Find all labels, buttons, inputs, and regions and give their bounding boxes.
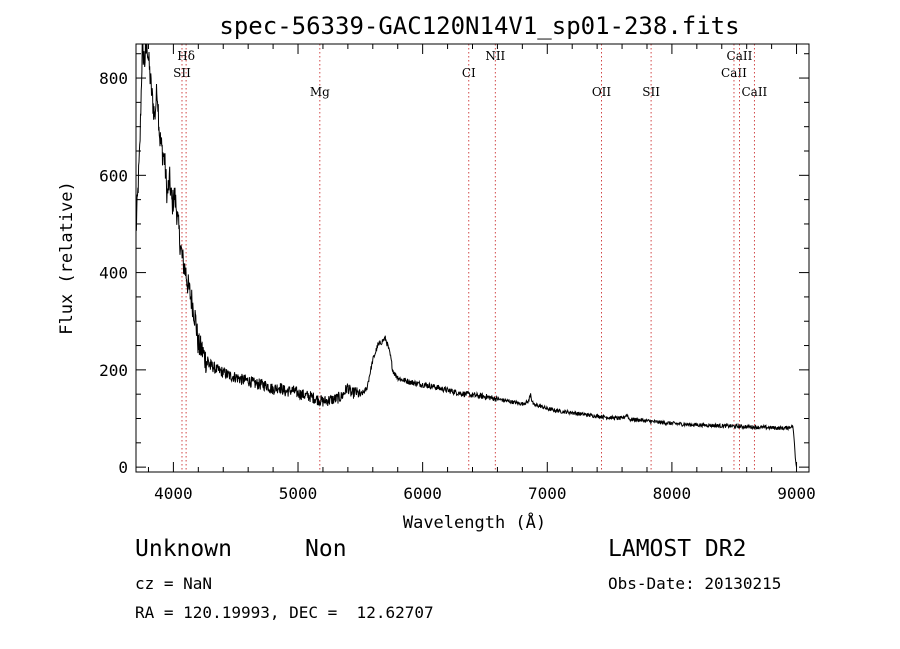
y-tick-label: 0 <box>118 458 128 477</box>
chart-title: spec-56339-GAC120N14V1_sp01-238.fits <box>219 12 739 40</box>
x-axis-label: Wavelength (Å) <box>403 511 546 533</box>
plot-frame <box>135 43 810 473</box>
y-tick-label: 200 <box>99 361 128 380</box>
line-label-mg: Mg <box>310 85 330 99</box>
line-label-caii: CaII <box>721 66 747 80</box>
line-label-hδ: Hδ <box>177 49 195 63</box>
line-label-caii: CaII <box>727 49 753 63</box>
x-tick-label: 8000 <box>653 484 692 503</box>
redshift-cz: cz = NaN <box>135 574 213 593</box>
observation-date: Obs-Date: 20130215 <box>608 574 782 593</box>
spectrum-line <box>135 43 797 468</box>
y-tick-label: 800 <box>99 69 128 88</box>
x-tick-label: 6000 <box>403 484 442 503</box>
x-tick-label: 9000 <box>777 484 816 503</box>
line-label-sii: SII <box>173 66 191 80</box>
x-tick-label: 4000 <box>154 484 193 503</box>
object-class: Unknown <box>135 536 232 562</box>
y-axis-label: Flux (relative) <box>57 181 77 335</box>
line-label-ci: CI <box>462 66 476 80</box>
y-tick-label: 400 <box>99 264 128 283</box>
ra-dec-coordinates: RA = 120.19993, DEC = 12.62707 <box>135 603 434 622</box>
survey-name: LAMOST DR2 <box>608 536 747 562</box>
x-tick-label: 5000 <box>279 484 318 503</box>
line-label-caii: CaII <box>741 85 767 99</box>
object-subclass: Non <box>305 536 347 562</box>
x-tick-label: 7000 <box>528 484 567 503</box>
line-label-sii: SII <box>642 85 660 99</box>
line-label-oii: OII <box>592 85 612 99</box>
line-label-nii: NII <box>485 49 505 63</box>
y-tick-label: 600 <box>99 166 128 185</box>
